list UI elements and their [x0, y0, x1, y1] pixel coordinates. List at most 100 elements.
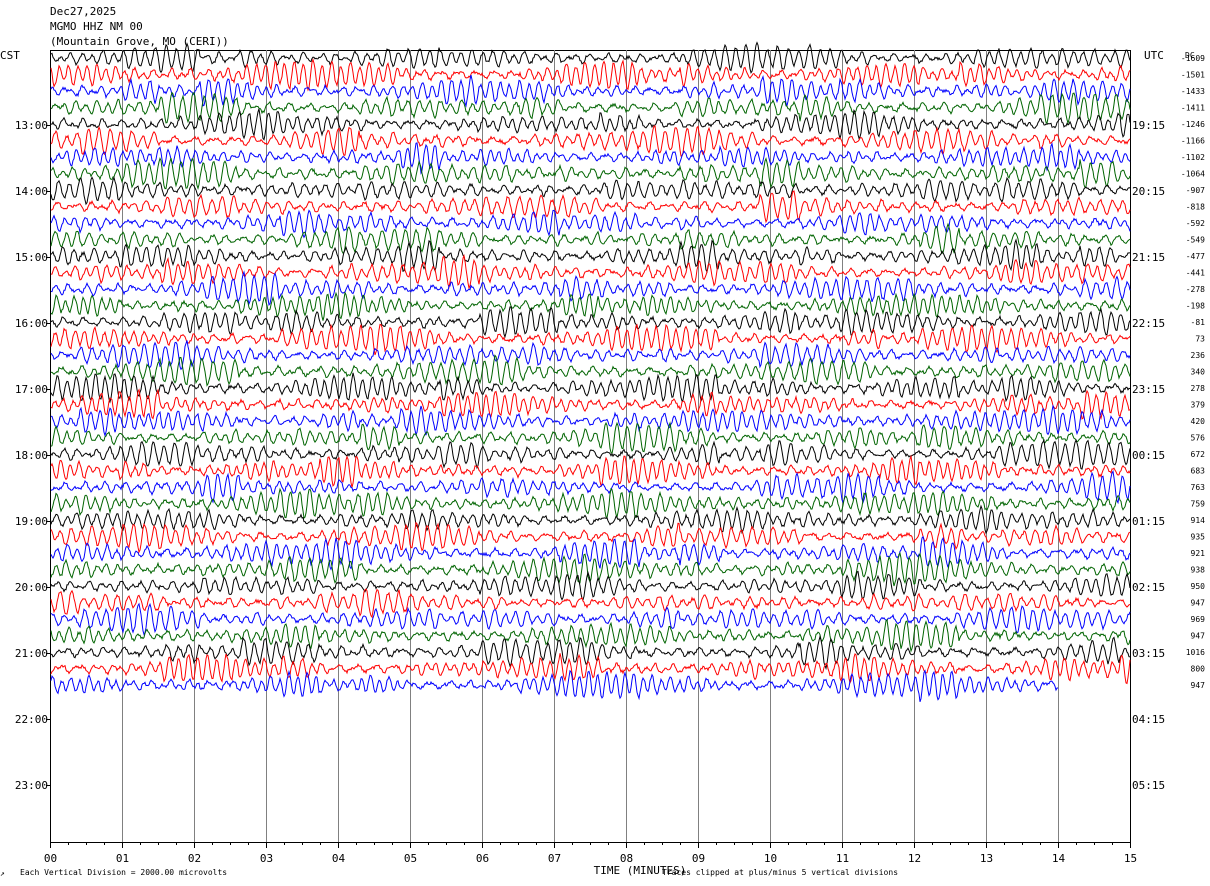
right-hour-label: 03:15 [1132, 647, 1165, 660]
seismic-trace [50, 74, 1131, 108]
dc-offset-label: -818 [1186, 203, 1205, 212]
x-tick-label: 10 [764, 852, 777, 865]
station-label: MGMO HHZ NM 00 [50, 20, 143, 33]
seismic-trace [50, 372, 1131, 404]
left-hour-label: 14:00 [15, 185, 48, 198]
dc-offset-label: 800 [1191, 665, 1206, 674]
seismic-trace [50, 421, 1131, 455]
x-tick-label: 07 [548, 852, 561, 865]
right-hour-label: 02:15 [1132, 581, 1165, 594]
dc-offset-label: 683 [1191, 467, 1206, 476]
dc-offset-label: 420 [1191, 417, 1206, 426]
right-hour-label: 20:15 [1132, 185, 1165, 198]
right-hour-label: 22:15 [1132, 317, 1165, 330]
corner-mark: ↗ [0, 869, 5, 878]
x-tick-label: 08 [620, 852, 633, 865]
dc-offset-label: -477 [1186, 252, 1205, 261]
dc-offset-label: -1433 [1181, 87, 1205, 96]
dc-offset-label: 950 [1191, 582, 1206, 591]
seismic-trace [50, 404, 1131, 438]
x-tick-label: 01 [116, 852, 129, 865]
x-tick-label: 02 [188, 852, 201, 865]
dc-offset-label: 969 [1191, 615, 1206, 624]
dc-offset-label: -1064 [1181, 170, 1205, 179]
seismic-trace [50, 634, 1131, 671]
x-tick-label: 13 [980, 852, 993, 865]
seismic-trace [50, 156, 1131, 191]
dc-offset-label: -592 [1186, 219, 1205, 228]
dc-offset-label: 763 [1191, 483, 1206, 492]
dc-offset-label: -907 [1186, 186, 1205, 195]
dc-offset-label: 576 [1191, 434, 1206, 443]
left-hour-label: 21:00 [15, 647, 48, 660]
location-label: (Mountain Grove, MO (CERI)) [50, 35, 229, 48]
dc-offset-label: 340 [1191, 368, 1206, 377]
x-tick-label: 05 [404, 852, 417, 865]
x-tick-label: 00 [44, 852, 57, 865]
dc-offset-label: 73 [1195, 335, 1205, 344]
right-hour-label: 00:15 [1132, 449, 1165, 462]
x-tick-label: 12 [908, 852, 921, 865]
seismic-trace [50, 209, 1131, 239]
seismic-trace [50, 41, 1131, 74]
seismic-trace [50, 323, 1131, 356]
seismic-trace [50, 222, 1131, 255]
seismic-trace [50, 190, 1131, 224]
dc-offset-label: -1166 [1181, 137, 1205, 146]
left-hour-label: 17:00 [15, 383, 48, 396]
scale-note: Each Vertical Division = 2000.00 microvo… [20, 868, 228, 877]
seismic-trace [50, 653, 1131, 685]
seismic-trace [50, 535, 1131, 571]
x-tick-label: 15 [1124, 852, 1137, 865]
dc-label: DC [1185, 51, 1195, 60]
seismic-trace [50, 454, 1131, 488]
dc-offset-label: -1501 [1181, 71, 1205, 80]
seismic-trace [50, 504, 1131, 535]
seismic-trace [50, 142, 1131, 175]
left-hour-label: 15:00 [15, 251, 48, 264]
x-tick-label: 11 [836, 852, 849, 865]
right-timezone-label: UTC [1144, 49, 1164, 62]
seismic-trace [50, 570, 1131, 601]
seismic-trace [50, 270, 1131, 306]
seismic-trace [50, 291, 1131, 321]
dc-offset-label: 947 [1191, 599, 1206, 608]
dc-offset-label: 1016 [1186, 648, 1205, 657]
seismic-trace [50, 388, 1131, 421]
left-hour-label: 22:00 [15, 713, 48, 726]
seismic-trace [50, 438, 1131, 470]
seismic-trace [50, 354, 1131, 387]
date-label: Dec27,2025 [50, 5, 117, 18]
left-hour-label: 18:00 [15, 449, 48, 462]
right-hour-label: 21:15 [1132, 251, 1165, 264]
dc-offset-label: -81 [1191, 318, 1206, 327]
left-hour-label: 19:00 [15, 515, 48, 528]
right-hour-label: 01:15 [1132, 515, 1165, 528]
seismic-trace [50, 176, 1131, 206]
dc-offset-label: 914 [1191, 516, 1206, 525]
dc-offset-label: -1609 [1181, 54, 1205, 63]
dc-offset-label: -1411 [1181, 104, 1205, 113]
dc-offset-label: -278 [1186, 285, 1205, 294]
left-hour-label: 16:00 [15, 317, 48, 330]
dc-offset-label: -1102 [1181, 153, 1205, 162]
x-tick-label: 03 [260, 852, 273, 865]
x-axis-label: TIME (MINUTES) [594, 864, 687, 877]
seismic-trace [50, 487, 1131, 520]
dc-offset-label: -549 [1186, 236, 1205, 245]
left-hour-label: 13:00 [15, 119, 48, 132]
x-tick-label: 14 [1052, 852, 1066, 865]
right-hour-label: 05:15 [1132, 779, 1165, 792]
x-tick-label: 06 [476, 852, 489, 865]
x-tick-label: 04 [332, 852, 346, 865]
dc-offset-label: -1246 [1181, 120, 1205, 129]
dc-offset-label: 672 [1191, 450, 1206, 459]
seismic-trace [50, 340, 1131, 371]
dc-offset-label: 938 [1191, 566, 1206, 575]
left-hour-label: 20:00 [15, 581, 48, 594]
dc-offset-label: 921 [1191, 549, 1206, 558]
dc-offset-label: 236 [1191, 351, 1206, 360]
dc-offset-label: 759 [1191, 500, 1206, 509]
dc-offset-label: 935 [1191, 533, 1206, 542]
